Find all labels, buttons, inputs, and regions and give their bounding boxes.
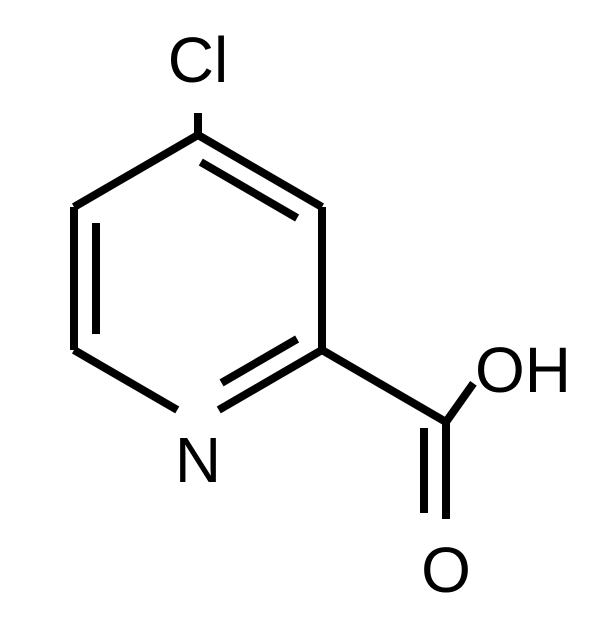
bond-c6-c1 [74, 135, 198, 207]
atom-label-o: O [421, 534, 471, 606]
atom-label-cl: Cl [168, 24, 228, 96]
atom-label-oh: OH [475, 334, 571, 406]
atom-label-n: N [175, 424, 221, 496]
bond-c3-cx [322, 350, 446, 422]
chemical-structure-svg: Cl N O OH [0, 0, 593, 640]
bond-n-c5 [74, 350, 177, 410]
bond-c1-c2-inner [201, 162, 297, 218]
bond-cx-oh [446, 383, 473, 422]
bond-c3-n-inner [222, 339, 298, 383]
labels-layer: Cl N O OH [168, 24, 571, 606]
bonds-layer [74, 113, 473, 519]
